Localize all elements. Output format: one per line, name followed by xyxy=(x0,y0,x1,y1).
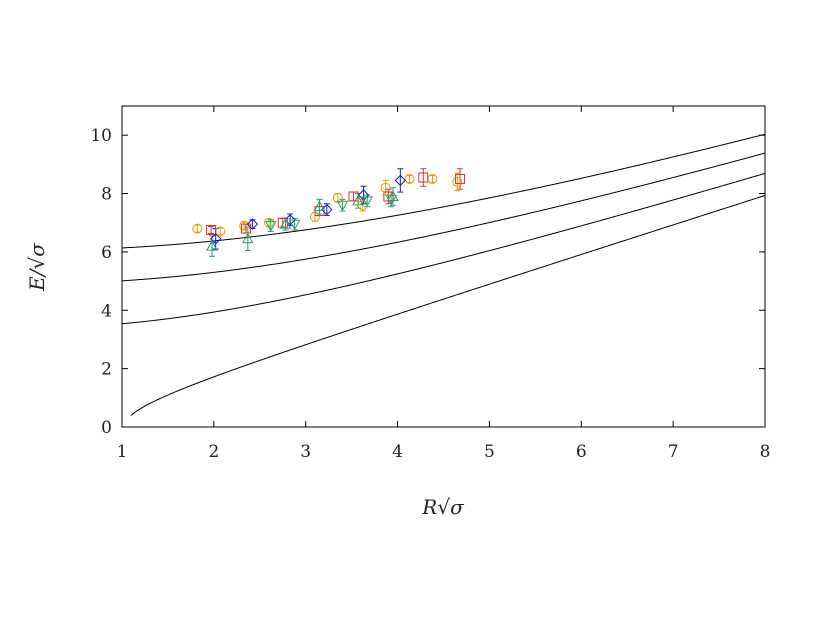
data-point-triangle-up xyxy=(313,200,326,212)
markers-layer xyxy=(192,172,466,251)
data-point-square xyxy=(455,173,466,184)
data-point-diamond xyxy=(394,174,407,187)
x-tick-label: 6 xyxy=(576,442,587,462)
data-point-circle xyxy=(404,173,415,184)
data-point-square xyxy=(418,172,429,183)
x-tick-label: 7 xyxy=(668,442,679,462)
y-tick-label: 8 xyxy=(101,185,112,205)
y-axis: 0 2 4 6 8 10 xyxy=(90,126,765,438)
y-tick-label: 4 xyxy=(101,301,112,321)
x-tick-label: 1 xyxy=(117,442,128,462)
data-point-circle xyxy=(452,176,463,187)
data-point-triangle-down xyxy=(385,194,397,206)
data-point-triangle-down xyxy=(288,219,301,231)
plot-frame xyxy=(121,105,766,428)
x-axis-title: R√σ xyxy=(421,495,465,519)
data-point-triangle-up xyxy=(206,240,218,251)
x-tick-label: 4 xyxy=(392,442,403,462)
data-point-circle xyxy=(192,223,203,234)
y-tick-label: 2 xyxy=(101,360,112,380)
data-point-triangle-up xyxy=(241,232,254,244)
x-tick-label: 5 xyxy=(484,442,495,462)
theory-curve-n1 xyxy=(121,172,766,325)
x-tick-label: 2 xyxy=(208,442,219,462)
data-point-triangle-down xyxy=(361,196,374,207)
curves-layer xyxy=(121,133,766,416)
data-point-diamond xyxy=(246,218,259,230)
data-point-triangle-up xyxy=(279,218,292,229)
theory-curve-n3 xyxy=(121,133,766,249)
data-point-square xyxy=(241,223,252,234)
data-point-triangle-up xyxy=(352,194,364,206)
theory-curve-n2 xyxy=(121,152,766,282)
y-tick-label: 6 xyxy=(101,243,112,263)
data-point-triangle-down xyxy=(264,221,277,232)
x-axis: 1 2 3 4 5 6 7 8 xyxy=(117,106,771,462)
data-point-diamond xyxy=(284,214,296,226)
y-tick-label: 0 xyxy=(101,418,112,438)
data-point-triangle-down xyxy=(336,200,349,212)
x-tick-label: 3 xyxy=(300,442,311,462)
data-point-diamond xyxy=(209,233,222,245)
y-axis-title: E/√σ xyxy=(25,242,49,292)
y-tick-label: 10 xyxy=(90,126,112,146)
theory-curve-n0 xyxy=(130,194,766,416)
data-point-square xyxy=(206,225,217,236)
x-tick-label: 8 xyxy=(760,442,771,462)
